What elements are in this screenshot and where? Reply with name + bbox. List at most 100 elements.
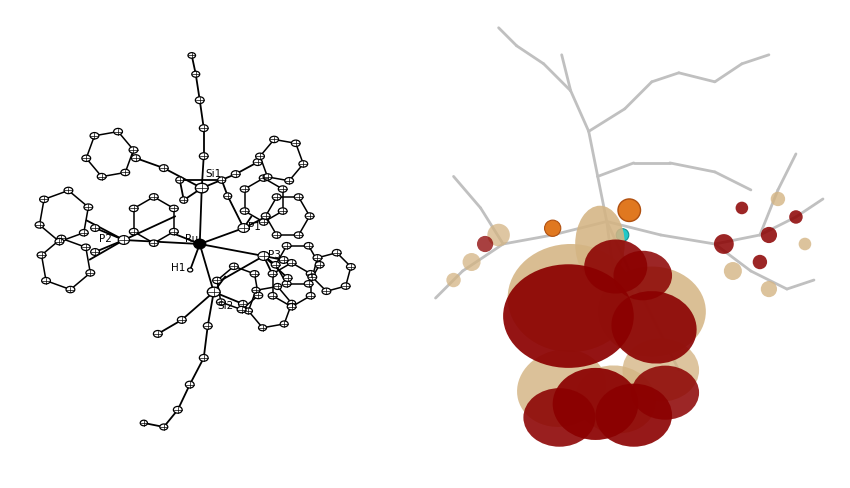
Circle shape [462,253,480,271]
Ellipse shape [129,228,139,235]
Ellipse shape [507,244,634,352]
Ellipse shape [160,164,168,171]
Ellipse shape [42,278,50,284]
Ellipse shape [150,194,158,200]
Ellipse shape [282,243,291,249]
Ellipse shape [64,187,73,194]
Ellipse shape [178,317,186,324]
Ellipse shape [55,239,64,245]
Ellipse shape [153,330,162,337]
Ellipse shape [287,260,296,266]
Ellipse shape [342,283,350,289]
Text: P2: P2 [99,234,112,244]
Ellipse shape [304,243,313,249]
Ellipse shape [274,284,281,289]
Ellipse shape [224,193,232,199]
Ellipse shape [169,228,178,235]
Ellipse shape [132,155,140,162]
Ellipse shape [524,388,596,447]
Circle shape [618,199,641,222]
Ellipse shape [250,271,259,277]
Ellipse shape [596,384,672,447]
Circle shape [487,224,510,246]
Ellipse shape [239,301,247,307]
Ellipse shape [35,222,44,228]
Ellipse shape [292,140,300,146]
Ellipse shape [91,224,99,231]
Ellipse shape [269,292,277,299]
Ellipse shape [611,291,697,364]
Ellipse shape [180,197,188,203]
Ellipse shape [118,236,129,244]
Ellipse shape [140,420,147,426]
Ellipse shape [169,205,178,212]
Circle shape [616,229,629,241]
Ellipse shape [287,304,296,310]
Ellipse shape [283,275,292,282]
Ellipse shape [287,300,296,306]
Text: Si1: Si1 [205,169,221,179]
Ellipse shape [272,232,281,238]
Ellipse shape [280,257,288,264]
Circle shape [799,238,811,250]
Circle shape [714,234,734,254]
Ellipse shape [503,264,634,368]
Ellipse shape [57,235,65,242]
Ellipse shape [86,270,94,276]
Ellipse shape [200,125,208,132]
Ellipse shape [269,270,277,277]
Ellipse shape [237,306,246,313]
Ellipse shape [285,178,293,184]
Circle shape [771,192,785,206]
Ellipse shape [241,186,249,192]
Circle shape [761,281,777,297]
Ellipse shape [575,206,625,282]
Ellipse shape [253,159,262,165]
Ellipse shape [82,244,90,250]
Text: Si2: Si2 [218,301,234,311]
Ellipse shape [114,128,122,135]
Circle shape [477,236,493,252]
Ellipse shape [313,255,322,261]
Ellipse shape [332,249,341,256]
Ellipse shape [192,71,200,77]
Ellipse shape [185,381,194,388]
Ellipse shape [258,252,269,261]
Ellipse shape [218,177,226,183]
Ellipse shape [259,219,268,225]
Ellipse shape [84,204,93,210]
Circle shape [446,273,461,287]
Text: P3: P3 [269,250,281,260]
Ellipse shape [196,183,208,193]
Ellipse shape [129,147,138,153]
Ellipse shape [82,155,91,162]
Circle shape [761,227,777,243]
Ellipse shape [196,97,204,103]
Ellipse shape [217,299,225,305]
Ellipse shape [305,213,314,219]
Ellipse shape [212,277,222,284]
Ellipse shape [90,133,99,139]
Ellipse shape [347,264,355,270]
Text: P1: P1 [247,222,261,232]
Ellipse shape [632,366,699,420]
Ellipse shape [194,239,206,249]
Circle shape [545,220,561,236]
Ellipse shape [97,173,106,180]
Ellipse shape [231,171,240,178]
Ellipse shape [252,287,260,293]
Ellipse shape [315,262,324,268]
Ellipse shape [150,240,158,246]
Ellipse shape [200,354,208,361]
Ellipse shape [129,205,139,212]
Ellipse shape [203,323,212,329]
Ellipse shape [614,251,672,300]
Ellipse shape [598,266,706,357]
Ellipse shape [160,424,167,430]
Ellipse shape [271,262,280,268]
Circle shape [753,255,767,269]
Ellipse shape [278,186,287,192]
Ellipse shape [79,229,88,236]
Text: H1: H1 [171,263,185,273]
Ellipse shape [299,161,308,167]
